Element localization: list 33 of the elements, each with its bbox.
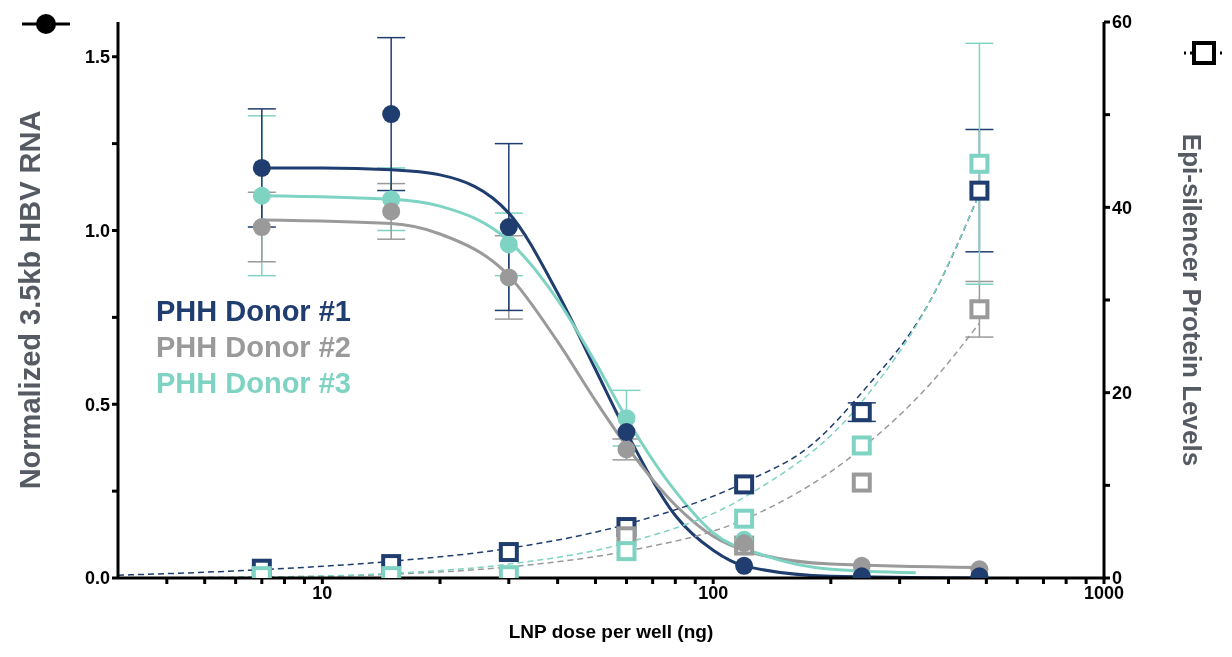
y-tick-label: 0.0 <box>84 568 110 589</box>
point <box>617 440 636 459</box>
point <box>851 472 872 493</box>
point <box>498 542 519 563</box>
point <box>735 556 754 575</box>
y2-tick-label: 20 <box>1112 383 1133 404</box>
point <box>851 402 872 423</box>
y2-axis-title: Epi-silencer Protein Levels <box>1176 133 1207 467</box>
y-tick-label: 1.5 <box>84 47 110 68</box>
y-tick-label: 0.5 <box>84 394 110 415</box>
y2-tick-label: 40 <box>1112 197 1133 218</box>
point <box>969 299 990 320</box>
point <box>499 268 518 287</box>
point <box>969 153 990 174</box>
x-tick-label: 10 <box>312 582 333 603</box>
point <box>382 202 401 221</box>
x-axis-title: LNP dose per well (ng) <box>508 621 714 642</box>
text: PHH Donor #3 <box>156 366 351 401</box>
point <box>851 435 872 456</box>
point <box>499 218 518 237</box>
text: PHH Donor #1 <box>156 294 351 329</box>
point <box>382 105 401 124</box>
y2-tick-label: 60 <box>1112 12 1133 33</box>
point <box>616 541 637 562</box>
point <box>734 474 755 495</box>
point <box>617 423 636 442</box>
x-tick-label: 100 <box>698 582 729 603</box>
y-axis-title: Normalized 3.5kb HBV RNA <box>14 110 47 490</box>
point <box>969 180 990 201</box>
y-tick-label: 1.0 <box>84 220 110 241</box>
point <box>499 235 518 254</box>
point <box>734 508 755 529</box>
text: PHH Donor #2 <box>156 330 351 365</box>
